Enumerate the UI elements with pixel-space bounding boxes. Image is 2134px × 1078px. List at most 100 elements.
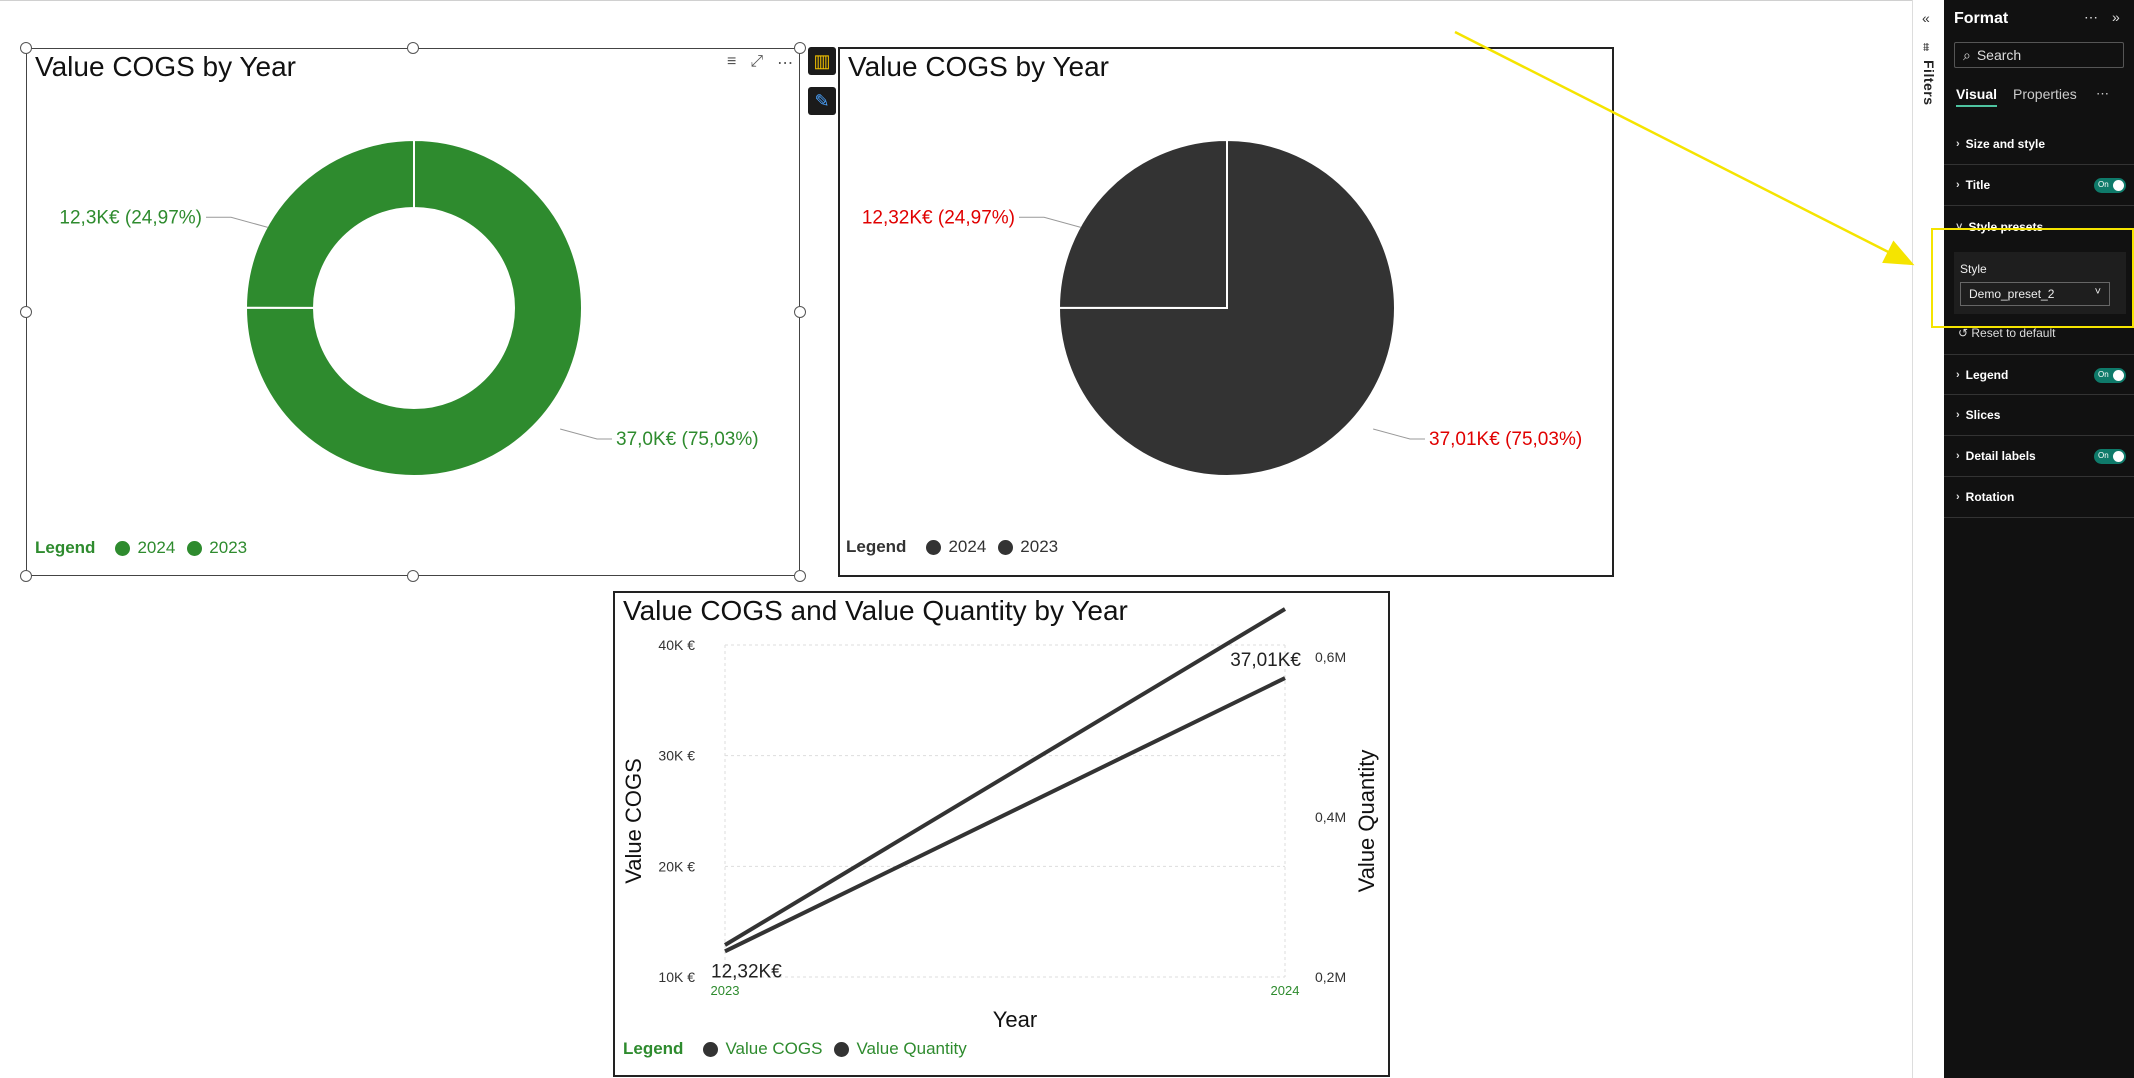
leader-line-2024: [1373, 428, 1425, 440]
data-label-2023: 12,32K€ (24,97%): [862, 207, 1015, 228]
section-label: Legend: [1965, 367, 2009, 382]
leader-line-2023: [206, 216, 268, 228]
donut-chart: 12,3K€ (24,97%) 37,0K€ (75,03%): [59, 138, 759, 477]
reset-to-default-link[interactable]: ↺ Reset to default: [1958, 326, 2056, 340]
chevron-right-icon: ›: [1956, 368, 1960, 381]
x-tick-label: 2024: [1271, 983, 1300, 998]
legend-dot-2024: [926, 539, 942, 555]
resize-handle-tl[interactable]: [20, 42, 32, 54]
style-dropdown[interactable]: Demo_preset_2 ˅: [1960, 282, 2110, 306]
y-tick-label: 20K €: [658, 858, 695, 874]
filter-icon[interactable]: ≡: [727, 53, 737, 70]
section-size-and-style[interactable]: › Size and style: [1944, 124, 2134, 165]
y-tick-label: 10K €: [658, 969, 695, 985]
search-placeholder: Search: [1976, 47, 2022, 63]
chevron-left-icon[interactable]: «: [1922, 10, 1930, 26]
section-slices[interactable]: › Slices: [1944, 395, 2134, 436]
data-label-end: 37,01K€: [1230, 650, 1301, 671]
slice-2023: [244, 138, 415, 309]
search-icon: ⌕: [1963, 46, 1971, 63]
tab-more-icon[interactable]: ⋯: [2096, 86, 2109, 101]
data-label-2024: 37,01K€ (75,03%): [1429, 429, 1582, 450]
line-chart: 10K € 20K € 30K € 40K € 0,2M 0,4M 0,6M 2023 2024…: [621, 607, 1379, 1032]
section-legend[interactable]: › Legend On: [1944, 354, 2134, 395]
series-line-value-cogs: [724, 676, 1286, 954]
slice-2024: [244, 138, 583, 477]
series-line-value-quantity: [723, 607, 1287, 947]
filters-pane-collapsed[interactable]: « ⩩ Filters: [1912, 0, 1944, 1078]
legend-item-2024[interactable]: 2024: [137, 538, 176, 557]
legend-item-value-cogs[interactable]: Value COGS: [725, 1039, 823, 1058]
pie-chart: 12,32K€ (24,97%) 37,01K€ (75,03%): [862, 138, 1582, 477]
more-options-icon[interactable]: ⋯: [777, 55, 794, 72]
resize-handle-br[interactable]: [794, 570, 806, 582]
build-visual-icon[interactable]: ▥: [808, 47, 836, 75]
resize-handle-mr[interactable]: [794, 306, 806, 318]
y2-tick-label: 0,2M: [1315, 969, 1346, 985]
y-tick-label: 30K €: [658, 748, 695, 764]
x-axis-title: Year: [993, 1007, 1037, 1032]
line-chart-visual[interactable]: Value COGS and Value Quantity by Year 10…: [613, 591, 1390, 1077]
y2-tick-label: 0,6M: [1315, 649, 1346, 665]
resize-handle-tc[interactable]: [407, 42, 419, 54]
data-label-start: 12,32K€: [711, 961, 782, 982]
chevron-right-icon: ›: [1956, 491, 1960, 503]
tab-properties[interactable]: Properties: [2013, 86, 2077, 102]
legend-item-value-quantity[interactable]: Value Quantity: [856, 1039, 967, 1058]
focus-mode-icon[interactable]: ⤢: [750, 53, 764, 70]
legend-item-2024[interactable]: 2024: [948, 537, 987, 556]
resize-handle-tr[interactable]: [794, 42, 806, 54]
legend-dot-2023: [998, 539, 1014, 555]
legend-dot-2024: [115, 540, 131, 556]
data-label-2023: 12,3K€ (24,97%): [59, 207, 202, 228]
section-rotation[interactable]: › Rotation: [1944, 477, 2134, 518]
resize-handle-ml[interactable]: [20, 306, 32, 318]
format-pane-title: Format: [1954, 10, 2009, 27]
section-style-presets[interactable]: ˅ Style presets: [1944, 206, 2134, 247]
resize-handle-bl[interactable]: [20, 570, 32, 582]
legend-title: Legend: [35, 538, 96, 557]
section-title[interactable]: › Title On: [1944, 165, 2134, 206]
more-options-icon[interactable]: ⋯: [2084, 9, 2098, 25]
donut-chart-visual[interactable]: Value COGS by Year ≡ ⤢ ⋯ 12,3K€ (24,97%)…: [26, 48, 800, 576]
tab-visual[interactable]: Visual: [1956, 86, 1997, 107]
legend-item-2023[interactable]: 2023: [1020, 537, 1059, 556]
legend-item-2023[interactable]: 2023: [209, 538, 248, 557]
leader-line-2024: [560, 428, 612, 440]
style-preset-card: Style Demo_preset_2 ˅: [1954, 252, 2126, 314]
pie-chart-visual[interactable]: Value COGS by Year 12,32K€ (24,97%) 37,01…: [838, 47, 1614, 577]
section-label: Detail labels: [1965, 449, 2036, 463]
section-label: Slices: [1965, 408, 2001, 422]
section-label: Style presets: [1968, 219, 2044, 234]
format-pane: Format ⋯ » ⌕ Search Visual Properties ⋯ …: [1944, 0, 2134, 1078]
legend: Legend 2024 2023: [846, 537, 1058, 557]
section-label: Title: [1965, 178, 1991, 192]
visual-title: Value COGS and Value Quantity by Year: [623, 595, 1128, 626]
section-label: Rotation: [1965, 490, 2015, 504]
section-label: Size and style: [1965, 137, 2046, 151]
format-visual-icon[interactable]: ✎: [808, 87, 836, 115]
title-toggle[interactable]: On: [2094, 178, 2126, 193]
search-input[interactable]: ⌕ Search: [1954, 42, 2124, 68]
resize-handle-bc[interactable]: [407, 570, 419, 582]
slice-2024: [1057, 138, 1396, 477]
style-label: Style: [1960, 262, 1987, 276]
visual-title: Value COGS by Year: [35, 51, 296, 82]
filter-icon: ⩩: [1923, 40, 1930, 54]
visual-title: Value COGS by Year: [848, 51, 1109, 82]
chevron-right-icon[interactable]: »: [2112, 9, 2120, 25]
chevron-right-icon: ›: [1956, 450, 1960, 462]
legend-dot-2023: [187, 540, 203, 556]
legend-dot-value-quantity: [834, 1041, 850, 1057]
chevron-right-icon: ›: [1956, 179, 1960, 191]
y-tick-label: 40K €: [658, 637, 695, 653]
filters-label[interactable]: Filters: [1921, 60, 1937, 106]
y-axis-title: Value COGS: [621, 758, 646, 884]
detail-labels-toggle[interactable]: On: [2094, 449, 2126, 464]
visual-header-icons: ≡ ⤢ ⋯: [727, 53, 793, 73]
section-detail-labels[interactable]: › Detail labels On: [1944, 436, 2134, 477]
chevron-right-icon: ›: [1956, 138, 1960, 150]
legend-dot-value-cogs: [703, 1041, 719, 1057]
legend-toggle[interactable]: On: [2094, 368, 2126, 383]
chevron-down-icon: ˅: [1956, 220, 1963, 233]
